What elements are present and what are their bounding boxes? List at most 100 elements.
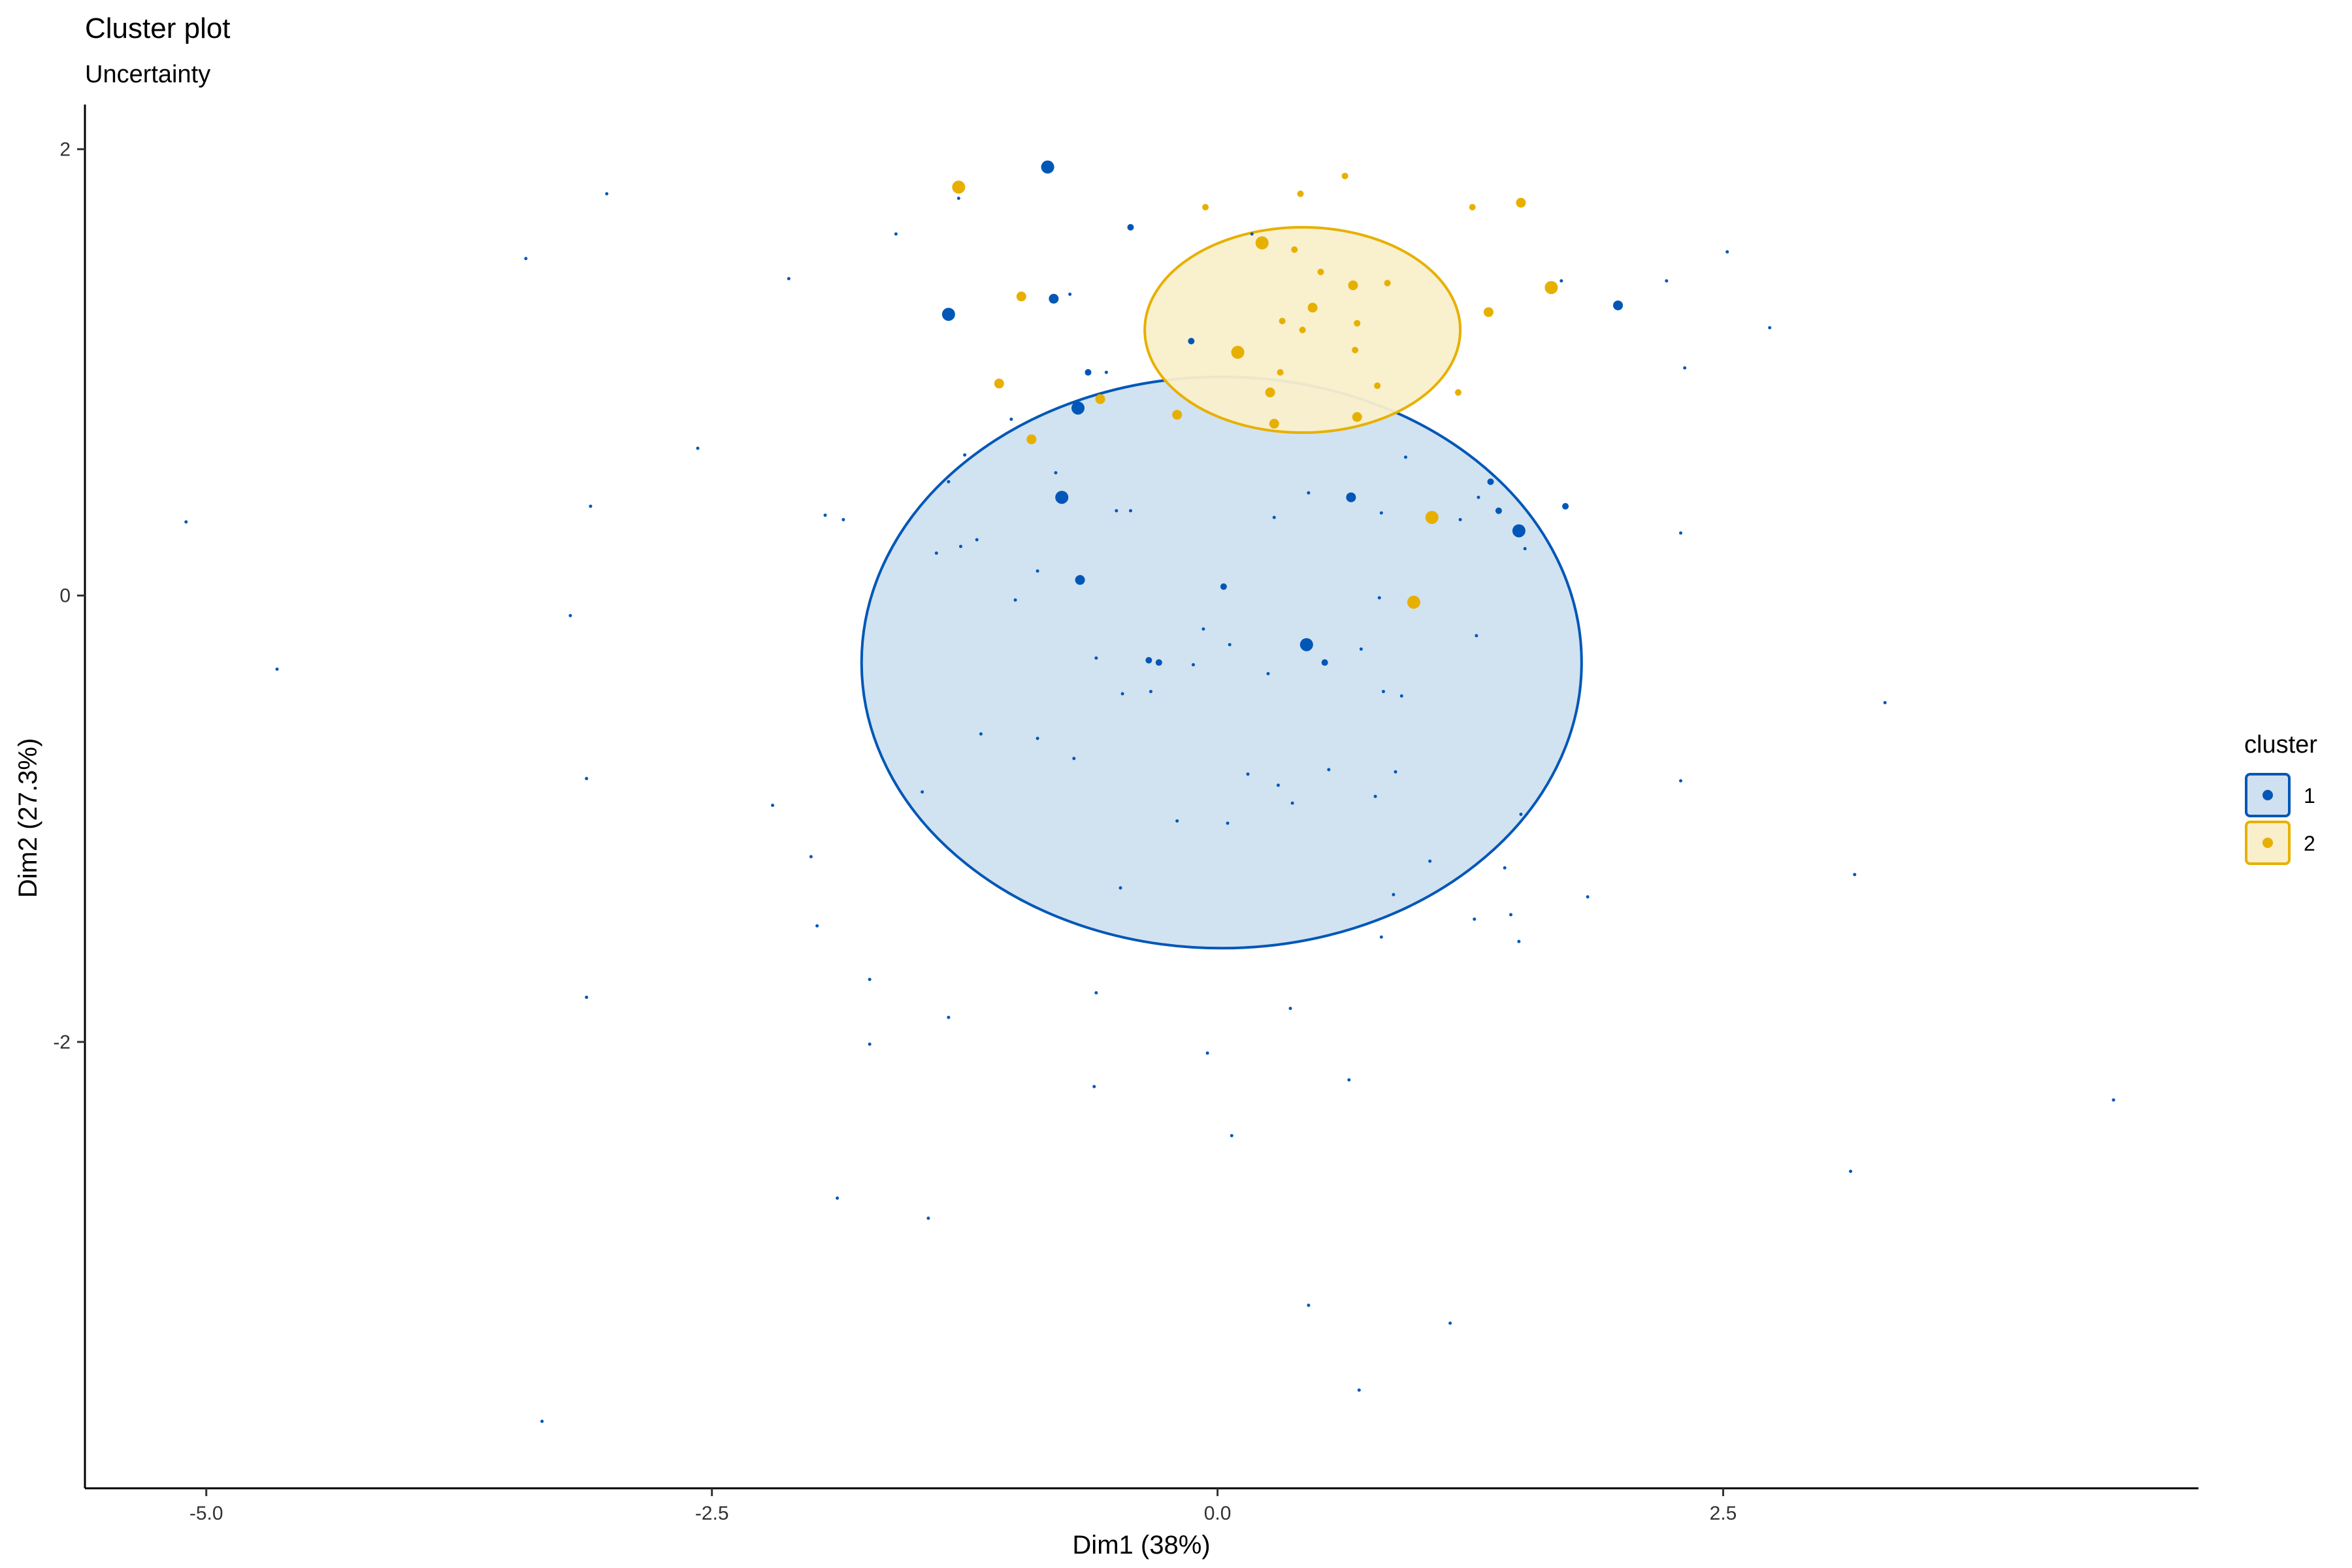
cluster-1-point: [1191, 662, 1195, 666]
cluster-1-point: [1205, 1051, 1209, 1055]
cluster-1-point: [1230, 1134, 1233, 1137]
cluster-2-point: [952, 180, 966, 194]
cluster-1-point: [1041, 160, 1054, 174]
cluster-1-point: [1394, 770, 1397, 774]
cluster-2-point: [1407, 595, 1420, 609]
cluster-1-point: [1228, 643, 1232, 647]
cluster-1-point: [868, 977, 872, 981]
cluster-1-point: [1725, 250, 1729, 253]
cluster-1-point: [1288, 1007, 1292, 1011]
cluster-1-point: [696, 446, 700, 450]
legend-label-2: 2: [2304, 832, 2315, 855]
cluster-1-point: [1013, 598, 1017, 602]
cluster-1-point: [947, 1015, 951, 1019]
cluster-1-point: [1399, 694, 1403, 698]
cluster-1-point: [1487, 478, 1494, 485]
cluster-1-point: [1075, 575, 1085, 585]
cluster-1-point: [963, 453, 967, 457]
cluster-2-point: [1341, 172, 1348, 180]
legend: cluster 12: [2244, 731, 2317, 865]
cluster-1-point: [1665, 279, 1669, 283]
cluster-1-point: [1272, 515, 1276, 519]
cluster-2-point: [1016, 291, 1026, 302]
cluster-1-point: [1049, 293, 1059, 304]
cluster-1-point: [956, 196, 960, 200]
cluster-1-point: [1519, 812, 1523, 816]
cluster-1-point: [815, 924, 819, 928]
cluster-1-point: [1327, 768, 1331, 772]
cluster-2-point: [1544, 281, 1558, 295]
cluster-1-point: [1115, 509, 1119, 513]
legend-title: cluster: [2244, 731, 2317, 759]
cluster-1-point: [1379, 511, 1383, 515]
cluster-1-point: [1072, 757, 1076, 760]
cluster-1-point: [1448, 1321, 1452, 1325]
cluster-1-point: [1009, 417, 1013, 421]
cluster-1-point: [1683, 366, 1687, 370]
cluster-1-point: [1347, 1078, 1351, 1082]
legend-key-dot: [2262, 838, 2273, 848]
cluster-1-point: [787, 276, 791, 280]
cluster-1-point: [1373, 794, 1377, 798]
cluster-2-point: [1483, 307, 1494, 318]
cluster-1-point: [1220, 583, 1227, 590]
cluster-1-point: [1359, 647, 1363, 651]
cluster-2-point: [1269, 419, 1279, 429]
y-tick-label: -2: [53, 1032, 71, 1053]
cluster-1-point: [1149, 689, 1152, 693]
cluster-1-point: [1613, 300, 1624, 310]
cluster-2-point: [1291, 246, 1298, 253]
cluster-2-point: [1317, 269, 1324, 276]
cluster-2-point: [1352, 412, 1362, 422]
cluster-2-point: [1348, 280, 1358, 291]
cluster-1-point: [823, 514, 827, 517]
cluster-1-point: [1276, 783, 1280, 787]
cluster-1-point: [1883, 701, 1887, 705]
cluster-1-point: [540, 1420, 544, 1424]
y-axis-title: Dim2 (27.3%): [14, 738, 42, 898]
cluster-1-point: [841, 517, 845, 521]
cluster-2-point: [1095, 394, 1105, 404]
cluster-1-point: [1475, 634, 1478, 638]
cluster-1-point: [1290, 801, 1294, 805]
cluster-1-point: [1586, 895, 1590, 899]
y-tick-label: 2: [59, 139, 71, 160]
cluster-2-point: [1354, 319, 1361, 327]
x-tick-label: -5.0: [189, 1503, 223, 1524]
cluster-1-point: [979, 732, 983, 736]
cluster-1-point: [1321, 659, 1328, 666]
cluster-2-point: [1299, 327, 1306, 334]
cluster-1-point: [1128, 509, 1132, 513]
x-axis-ticks: -5.0 -2.5 0.0 2.5: [189, 1488, 1737, 1524]
y-axis-ticks: 2 0 -2: [53, 139, 85, 1053]
cluster-1-point: [1307, 1303, 1311, 1307]
cluster-2-point: [1374, 382, 1381, 389]
cluster-1-point: [1517, 939, 1521, 943]
cluster-1-point: [1036, 569, 1039, 573]
cluster-1-point: [1092, 1085, 1096, 1088]
chart-subtitle: Uncertainty: [85, 61, 210, 88]
cluster-1-point: [1250, 232, 1254, 236]
cluster-1-point: [605, 192, 609, 196]
cluster-1-point: [1477, 495, 1480, 499]
cluster-2-point: [1279, 318, 1286, 325]
cluster-1-point: [1145, 657, 1152, 664]
cluster-1-point: [1246, 772, 1250, 776]
cluster-1-point: [1188, 338, 1195, 345]
chart-title: Cluster plot: [85, 12, 231, 44]
cluster-2-point: [1231, 346, 1245, 359]
cluster-1-point: [1357, 1388, 1361, 1392]
x-tick-label: 0.0: [1204, 1503, 1232, 1524]
cluster-1-point: [1307, 491, 1311, 495]
data-points: [184, 160, 2115, 1424]
cluster-1-point: [1379, 935, 1383, 939]
cluster-1-point: [1377, 596, 1381, 600]
cluster-1-point: [1509, 913, 1512, 917]
cluster-1-point: [868, 1042, 872, 1046]
cluster-1-point: [275, 667, 279, 671]
cluster-1-point: [941, 308, 955, 321]
cluster-1-point: [1054, 471, 1058, 475]
cluster-1-point: [1201, 627, 1205, 631]
cluster-2-point: [1352, 346, 1359, 353]
